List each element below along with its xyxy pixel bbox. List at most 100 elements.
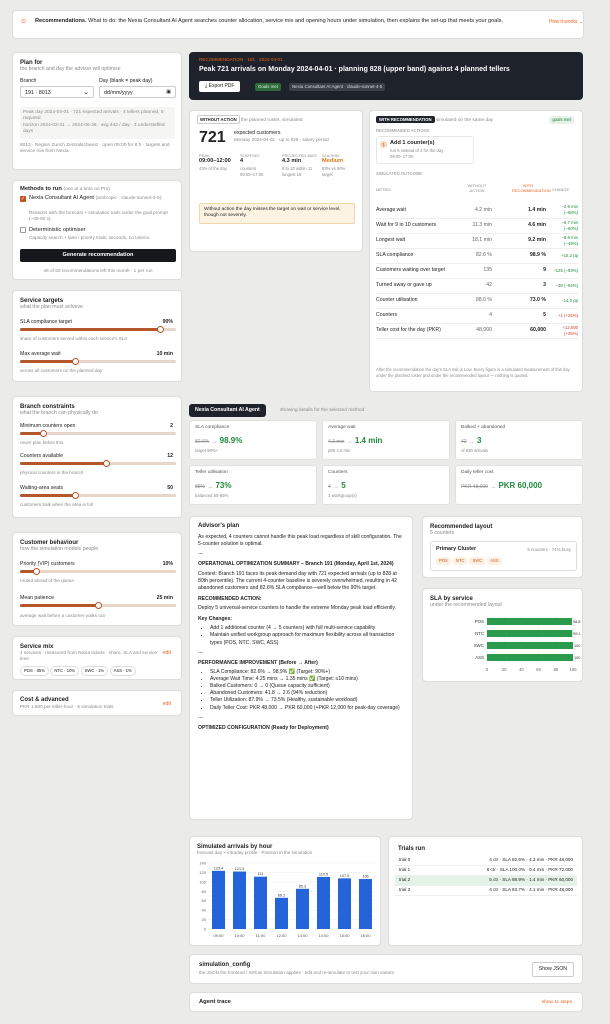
- key-change: Add 1 additional counter (4 → 5 counters…: [210, 625, 404, 632]
- without-action-card: WITHOUT ACTION the planned roster, simul…: [189, 110, 363, 252]
- kpi-card: Average wait 4.3 min → 1.4 min p90 4.6 min: [322, 420, 450, 460]
- x-tick-label: 15:00: [339, 933, 350, 938]
- kpi-label: Daily teller cost: [461, 470, 494, 475]
- banner-title: Recommendations.: [35, 18, 87, 24]
- kpi-card: Balked + abandoned 42 → 3 of 830 arrivals: [455, 420, 583, 460]
- outcome-metric: Wait for 9 in 10 customers: [376, 218, 462, 234]
- slider-fill: [20, 360, 75, 363]
- seats-slider[interactable]: [20, 492, 176, 499]
- seats-value: 50: [167, 485, 173, 491]
- sla-target-slider[interactable]: [20, 326, 176, 333]
- day-input-placeholder: dd/mm/yyyy: [104, 90, 133, 96]
- sla-risk-label: SLA RISK: [322, 153, 340, 158]
- cost-edit-link[interactable]: edit: [162, 701, 171, 707]
- x-tick-label: 13:00: [297, 933, 308, 938]
- without-warning: Without action the day misses the target…: [199, 203, 355, 224]
- download-icon: ⤓: [205, 83, 208, 89]
- vip-slider[interactable]: [20, 568, 176, 575]
- outcome-without: 4: [462, 308, 492, 324]
- recommended-layout-card: Recommended layout 5 counters Primary Cl…: [422, 516, 583, 578]
- outcome-change: −8.9 min (−49%): [546, 233, 578, 249]
- mix-chip: SWC · 1%: [80, 666, 109, 676]
- arrival-bar: [253, 876, 268, 929]
- branch-select[interactable]: 191 · 8013 ⌄: [20, 86, 94, 98]
- y-tick-label: 20: [202, 917, 207, 922]
- mix-edit-link[interactable]: edit: [162, 650, 171, 656]
- advisor-plan-card: Advisor's plan As expected, 4 counters c…: [189, 516, 413, 820]
- y-tick-label: 140: [199, 861, 206, 866]
- sla-by-service-card: SLA by service under the recommended lay…: [422, 588, 583, 682]
- recommendation-header: RECOMMENDATION · 191 · 2024-04-01 Peak 7…: [189, 52, 583, 100]
- trial-result: 4 ctr · SLA 83.7% · 4.1 min · PKR 48,000: [425, 885, 577, 896]
- method-ai-checkbox[interactable]: ✓: [20, 196, 26, 202]
- method-deterministic-label: Deterministic optimiser: [29, 227, 86, 233]
- outcome-row: Counters 4 5 +1 (+25%): [376, 308, 578, 324]
- mix-chip: POS · 65%: [20, 666, 49, 676]
- kpi-value: 4 → 5: [328, 481, 346, 491]
- slider-handle[interactable]: [71, 492, 79, 499]
- outcome-change: −2.9 min (−68%): [546, 203, 578, 219]
- slider-fill: [20, 328, 161, 331]
- simcfg-subtitle: the JSON the frontend / InFlow Simulatio…: [199, 970, 394, 975]
- kpi-value: 82.6% → 98.9%: [195, 436, 243, 446]
- generate-recommendation-button[interactable]: Generate recommendation: [20, 249, 176, 262]
- y-tick-label: 60: [202, 898, 207, 903]
- behaviour-title: Customer behaviour: [20, 540, 79, 546]
- outcome-with: 9.2 min: [492, 233, 546, 249]
- without-badge: WITHOUT ACTION: [197, 115, 240, 124]
- bar-value-label: 85.3: [299, 884, 306, 888]
- min-counters-slider[interactable]: [20, 430, 176, 437]
- cost-subtitle: PKR 1,500 per teller-hour · 5 simulation…: [20, 704, 114, 709]
- outcome-change: +12,000 (+25%): [546, 323, 578, 339]
- method-tab-ai[interactable]: Nexia Consultant AI Agent: [189, 404, 266, 418]
- slider-handle[interactable]: [71, 358, 79, 365]
- day-input[interactable]: dd/mm/yyyy ▣: [99, 86, 176, 98]
- agent-trace-card: Agent trace show 11 steps: [189, 992, 583, 1012]
- kpi-sub: target 90%+: [195, 448, 219, 454]
- action-title: Add 1 counter(s): [390, 140, 435, 146]
- slider-handle[interactable]: [102, 460, 110, 467]
- show-json-button[interactable]: Show JSON: [531, 962, 574, 978]
- counters-available-slider[interactable]: [20, 460, 176, 467]
- summary-title: OPERATIONAL OPTIMIZATION SUMMARY – Branc…: [198, 561, 394, 568]
- outcome-change: +1 (+25%): [546, 308, 578, 324]
- outcome-with: 4.6 min: [492, 218, 546, 234]
- goals-met-badge: Goals met: [255, 83, 282, 91]
- slider-handle[interactable]: [157, 326, 165, 333]
- patience-note: average wait before a customer walks out: [20, 613, 105, 618]
- mix-subtitle: 4 services · measured from Nexia tickets…: [20, 650, 158, 662]
- how-it-works-link[interactable]: How it works ⌄: [549, 19, 583, 25]
- sla-target-value: 90%: [162, 319, 173, 325]
- slider-handle[interactable]: [95, 602, 102, 609]
- seats-label: Waiting-area seats: [20, 485, 64, 491]
- calendar-icon[interactable]: ▣: [166, 89, 171, 95]
- method-deterministic-checkbox[interactable]: [20, 227, 26, 233]
- show-steps-link[interactable]: show 11 steps: [541, 1000, 572, 1005]
- col-without: WITHOUT ACTION: [467, 183, 487, 194]
- outcome-without: 18.1 min: [462, 233, 492, 249]
- with-badge: WITH RECOMMENDATION: [376, 116, 435, 123]
- slider-handle[interactable]: [32, 568, 40, 575]
- outcome-without: 135: [462, 263, 492, 279]
- x-tick-label: 12:00: [276, 933, 287, 938]
- simulation-config-card: simulation_config the JSON the frontend …: [189, 954, 583, 984]
- without-note: the planned roster, simulated: [240, 118, 303, 123]
- outcome-metric: Counters: [376, 308, 462, 324]
- expected-customers-number: 721: [199, 129, 226, 146]
- kpi-sub: 1 workgroup(s): [328, 493, 357, 499]
- y-tick-label: 40: [202, 908, 207, 913]
- sla-bar-chart: 0 20 40 60 80 100 POS 98.8 NTC 99.1 SWC 100 ASS 100: [474, 615, 581, 672]
- perf-item: Daily Teller Cost: PKR 48,000 → PKR 60,0…: [210, 705, 404, 712]
- service-tag: NTC: [452, 557, 468, 565]
- counters-available-note: physical counters in the branch: [20, 470, 84, 475]
- export-pdf-button[interactable]: ⤓ Export PDF: [199, 81, 241, 92]
- patience-slider[interactable]: [20, 602, 176, 609]
- slider-fill: [20, 604, 98, 607]
- outcome-metric: Turned away or gave up: [376, 278, 462, 294]
- slider-handle[interactable]: [40, 430, 48, 437]
- outcome-with: 9: [492, 263, 546, 279]
- outcome-without: 11.3 min: [462, 218, 492, 234]
- outcome-row: Wait for 9 in 10 customers 11.3 min 4.6 mi…: [376, 218, 578, 234]
- max-wait-slider[interactable]: [20, 358, 176, 365]
